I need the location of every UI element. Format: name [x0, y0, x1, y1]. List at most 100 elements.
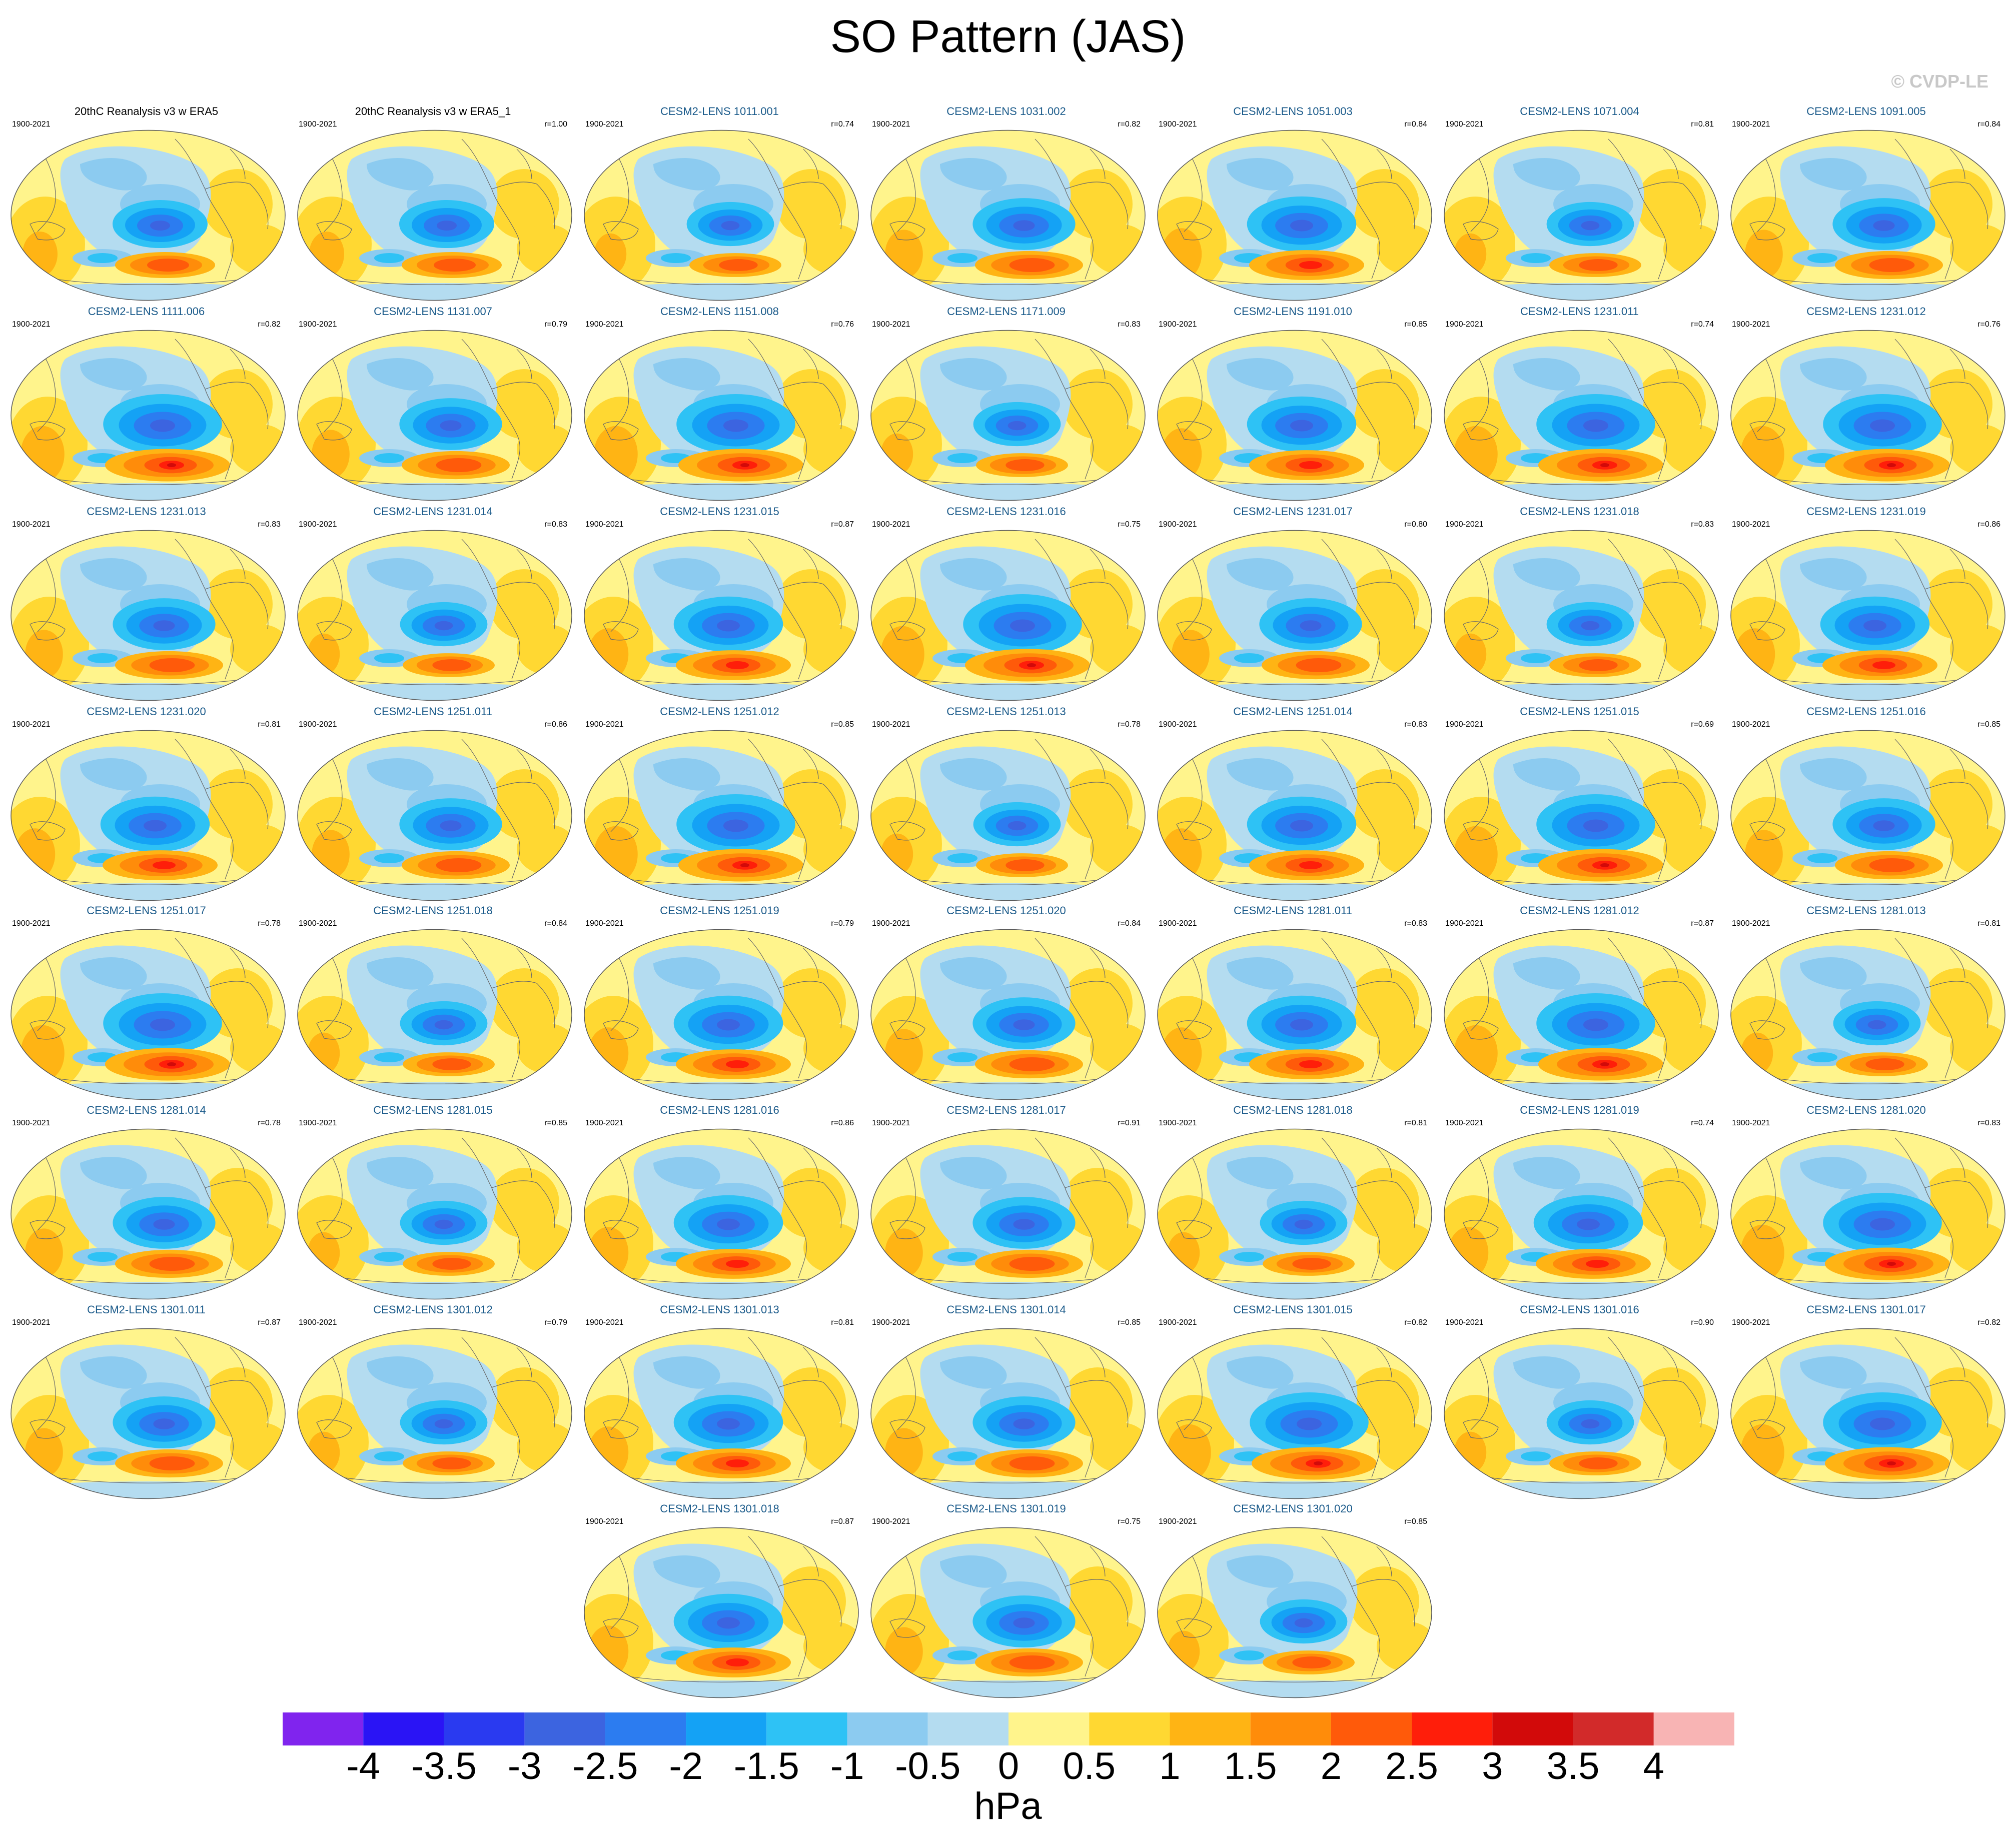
- coastline-lines: [30, 339, 269, 485]
- map-field: [298, 1129, 572, 1299]
- map-field: [298, 530, 572, 701]
- panel-period: 1900-2021: [1732, 520, 1770, 529]
- map-panel: CESM2-LENS 1231.015 1900-2021 r=0.87: [578, 505, 861, 705]
- panel-title: 20thC Reanalysis v3 w ERA5: [74, 105, 219, 118]
- map-panel: CESM2-LENS 1301.011 1900-2021 r=0.87: [5, 1303, 288, 1503]
- panel-title: CESM2-LENS 1301.020: [1233, 1502, 1353, 1515]
- map-panel: CESM2-LENS 1231.013 1900-2021 r=0.83: [5, 505, 288, 705]
- globe-outline: [297, 730, 572, 901]
- panel-correlation: r=0.79: [544, 320, 567, 329]
- panel-title: CESM2-LENS 1251.012: [660, 705, 779, 718]
- panel-period: 1900-2021: [585, 320, 624, 329]
- panel-period: 1900-2021: [299, 1318, 337, 1327]
- colorbar-swatch: [1009, 1712, 1090, 1745]
- panel-title: CESM2-LENS 1281.016: [660, 1104, 779, 1116]
- map-panel: CESM2-LENS 1231.012 1900-2021 r=0.76: [1725, 305, 2007, 505]
- globe-outline: [584, 330, 859, 501]
- coastline-lines: [30, 739, 269, 885]
- map-panel: CESM2-LENS 1091.005 1900-2021 r=0.84: [1725, 105, 2007, 305]
- panel-title: CESM2-LENS 1231.020: [87, 705, 206, 718]
- globe-outline: [1730, 530, 2005, 701]
- map-panel: CESM2-LENS 1251.014 1900-2021 r=0.83: [1152, 705, 1434, 905]
- sea-level-pressure-map: [11, 330, 286, 501]
- coastline-lines: [603, 1337, 842, 1483]
- coastline-lines: [1749, 739, 1988, 885]
- colorbar-tick-label: 4: [1643, 1745, 1664, 1787]
- sea-level-pressure-map: [584, 130, 859, 301]
- sea-level-pressure-map: [1157, 1527, 1432, 1698]
- map-panel: CESM2-LENS 1231.016 1900-2021 r=0.75: [865, 505, 1148, 705]
- map-field: [584, 530, 858, 701]
- map-panel: CESM2-LENS 1131.007 1900-2021 r=0.79: [292, 305, 574, 505]
- sea-level-pressure-map: [584, 929, 859, 1100]
- map-field: [298, 929, 572, 1100]
- panel-title: CESM2-LENS 1231.013: [87, 505, 206, 518]
- colorbar-tick-label: -1: [830, 1745, 864, 1787]
- colorbar-swatch: [283, 1712, 364, 1745]
- sea-level-pressure-map: [11, 730, 286, 901]
- globe-outline: [1444, 330, 1719, 501]
- colorbar-swatch: [1492, 1712, 1573, 1745]
- map-panel: CESM2-LENS 1171.009 1900-2021 r=0.83: [865, 305, 1148, 505]
- globe-outline: [584, 1328, 859, 1499]
- coastline-lines: [1749, 139, 1988, 285]
- map-panel: CESM2-LENS 1231.018 1900-2021 r=0.83: [1438, 505, 1721, 705]
- panel-title: CESM2-LENS 1231.019: [1806, 505, 1926, 518]
- globe-outline: [870, 130, 1146, 301]
- panel-correlation: r=0.81: [831, 1318, 854, 1327]
- globe-outline: [297, 1328, 572, 1499]
- panel-period: 1900-2021: [299, 720, 337, 729]
- panel-period: 1900-2021: [1445, 720, 1484, 729]
- map-panel: CESM2-LENS 1281.015 1900-2021 r=0.85: [292, 1104, 574, 1304]
- panel-correlation: r=0.83: [1118, 320, 1141, 329]
- panel-period: 1900-2021: [12, 520, 51, 529]
- panel-correlation: r=0.75: [1118, 520, 1141, 529]
- coastline-lines: [316, 539, 555, 685]
- panel-title: CESM2-LENS 1231.011: [1520, 305, 1639, 318]
- panel-correlation: r=0.83: [258, 520, 281, 529]
- sea-level-pressure-map: [1730, 1328, 2005, 1499]
- panel-period: 1900-2021: [1159, 720, 1197, 729]
- globe-outline: [11, 1128, 286, 1300]
- coastline-lines: [1176, 539, 1415, 685]
- panel-correlation: r=0.85: [1977, 720, 2000, 729]
- panel-title: CESM2-LENS 1231.015: [660, 505, 779, 518]
- panel-title: CESM2-LENS 1301.016: [1520, 1303, 1639, 1316]
- panel-period: 1900-2021: [872, 1517, 910, 1526]
- globe-outline: [11, 530, 286, 701]
- colorbar-tick-label: -2: [669, 1745, 703, 1787]
- colorbar-swatch: [1573, 1712, 1654, 1745]
- panel-period: 1900-2021: [872, 1119, 910, 1127]
- map-field: [871, 730, 1145, 901]
- globe-outline: [297, 929, 572, 1100]
- map-panel: CESM2-LENS 1301.018 1900-2021 r=0.87: [578, 1502, 861, 1702]
- copyright-label: © CVDP-LE: [1891, 71, 1988, 92]
- sea-level-pressure-map: [1444, 1328, 1719, 1499]
- sea-level-pressure-map: [1730, 730, 2005, 901]
- sea-level-pressure-map: [297, 530, 572, 701]
- globe-outline: [870, 730, 1146, 901]
- colorbar-swatch: [1412, 1712, 1493, 1745]
- panel-title: CESM2-LENS 1111.006: [88, 305, 205, 318]
- colorbar-tick-label: 3: [1482, 1745, 1503, 1787]
- globe-outline: [1730, 330, 2005, 501]
- globe-outline: [1730, 730, 2005, 901]
- panel-period: 1900-2021: [299, 1119, 337, 1127]
- sea-level-pressure-map: [1444, 1128, 1719, 1300]
- coastline-lines: [1176, 1536, 1415, 1682]
- panel-title: CESM2-LENS 1151.008: [660, 305, 779, 318]
- map-panel: CESM2-LENS 1301.014 1900-2021 r=0.85: [865, 1303, 1148, 1503]
- map-field: [871, 330, 1145, 501]
- coastline-lines: [1176, 1337, 1415, 1483]
- panel-correlation: r=0.79: [544, 1318, 567, 1327]
- panel-correlation: r=0.75: [1118, 1517, 1141, 1526]
- panel-correlation: r=1.00: [544, 120, 567, 129]
- colorbar-tick-label: 2.5: [1385, 1745, 1438, 1787]
- colorbar-tick-label: -3.5: [411, 1745, 477, 1787]
- sea-level-pressure-map: [1730, 130, 2005, 301]
- sea-level-pressure-map: [297, 330, 572, 501]
- sea-level-pressure-map: [870, 330, 1146, 501]
- panel-title: CESM2-LENS 1301.011: [87, 1303, 206, 1316]
- map-panel: CESM2-LENS 1301.019 1900-2021 r=0.75: [865, 1502, 1148, 1702]
- panel-period: 1900-2021: [1732, 720, 1770, 729]
